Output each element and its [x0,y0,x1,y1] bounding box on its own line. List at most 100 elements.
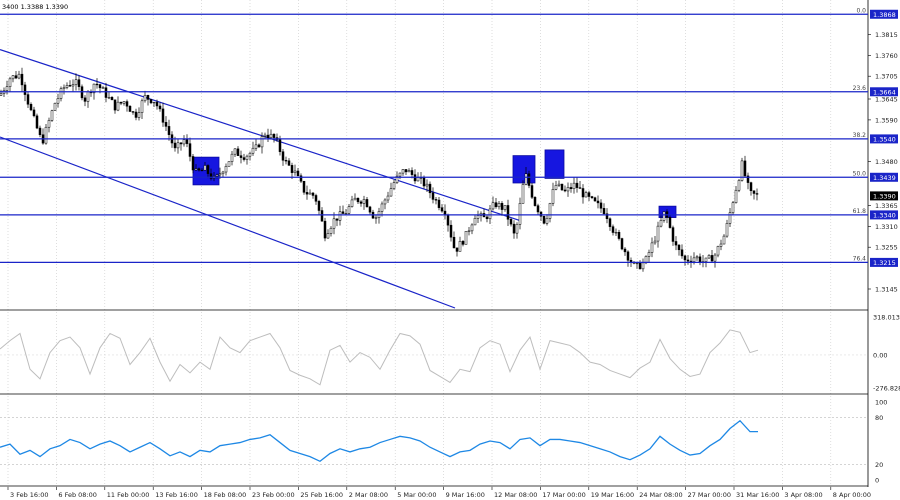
time-label: 31 Mar 16:00 [736,491,779,499]
candle [380,201,384,217]
fibo-price-label: 1.3215 [873,259,896,267]
candle-body [590,196,594,198]
candle-body [311,192,315,196]
candle [554,180,558,191]
candle-body [470,224,474,232]
candle-body [137,112,141,118]
candle-body [698,256,702,263]
candle [530,183,534,200]
candle-body [221,171,225,175]
candle [569,182,573,193]
candle-body [362,199,366,204]
candle-body [83,97,87,102]
candle [239,150,243,164]
candle-body [134,111,138,118]
candle-body [392,182,396,189]
candle-body [743,160,747,177]
candle-body [611,226,615,233]
candle-body [293,170,297,173]
candle-body [116,101,120,111]
candle [437,197,441,211]
candle-body [614,232,618,234]
candle [584,190,588,198]
candle-body [110,97,114,101]
fibo-ratio-label: 50.0 [853,170,867,177]
candle [470,223,474,235]
candle-body [77,79,81,87]
candle [503,205,507,212]
candle-body [476,215,480,219]
candle [311,191,315,199]
candle-body [506,205,510,220]
candle-body [395,175,399,183]
candle [38,125,42,138]
candle [620,237,624,251]
candle [494,198,498,209]
candle-body [329,227,333,234]
candle-body [569,187,573,190]
candle [269,129,273,140]
candle [746,172,750,190]
candle-body [143,95,147,102]
candle [695,255,699,261]
candle-body [446,214,450,226]
candle-body [47,120,51,128]
candle [56,93,60,108]
candle-body [683,255,687,261]
candle [713,253,717,268]
candle [548,202,552,223]
candle [398,172,402,180]
candle [140,98,144,119]
candle-body [551,189,555,204]
candle-body [671,227,675,242]
price-tick-label: 1.3310 [875,223,898,231]
candle [485,214,489,223]
candle-body [107,97,111,99]
time-label: 6 Feb 08:00 [58,491,97,499]
candle-body [365,199,369,208]
candle [170,131,174,148]
candle [500,201,504,216]
candle [131,110,135,115]
price-tick-label: 1.3645 [875,96,898,104]
candle [359,200,363,207]
candle [293,164,297,176]
candle-body [728,212,732,224]
candle [0,89,3,96]
candle [251,141,255,156]
candle-body [668,217,672,228]
candle [47,117,51,133]
candle [386,191,390,203]
candle-body [230,153,234,162]
candle [227,161,231,167]
candle-body [260,136,264,148]
candle-body [722,235,726,245]
channel-line-upper [0,49,521,222]
time-label: 9 Mar 16:00 [446,491,485,499]
candle-body [203,165,207,171]
time-axis: 3 Feb 16:00 6 Feb 08:00 11 Feb 00:00 13 Feb… [7,487,871,499]
candle-body [740,160,744,181]
candle-body [593,197,597,202]
time-label: 24 Mar 08:00 [639,491,682,499]
candle [593,196,597,202]
candle-body [401,169,405,174]
candle [29,102,33,112]
candle [686,255,690,265]
candle [83,95,87,107]
candle [59,86,63,102]
candle-body [518,203,522,225]
candle-body [32,109,36,117]
candle-body [515,224,519,234]
candle-body [218,173,222,176]
fibo-price-badge [870,87,898,97]
candle-body [509,219,513,225]
time-label: 5 Mar 00:00 [397,491,436,499]
candle-body [473,218,477,226]
candle-body [485,216,489,220]
candle-body [533,197,537,206]
candle-body [56,98,60,104]
candle-body [620,238,624,250]
candle-body [233,148,237,155]
